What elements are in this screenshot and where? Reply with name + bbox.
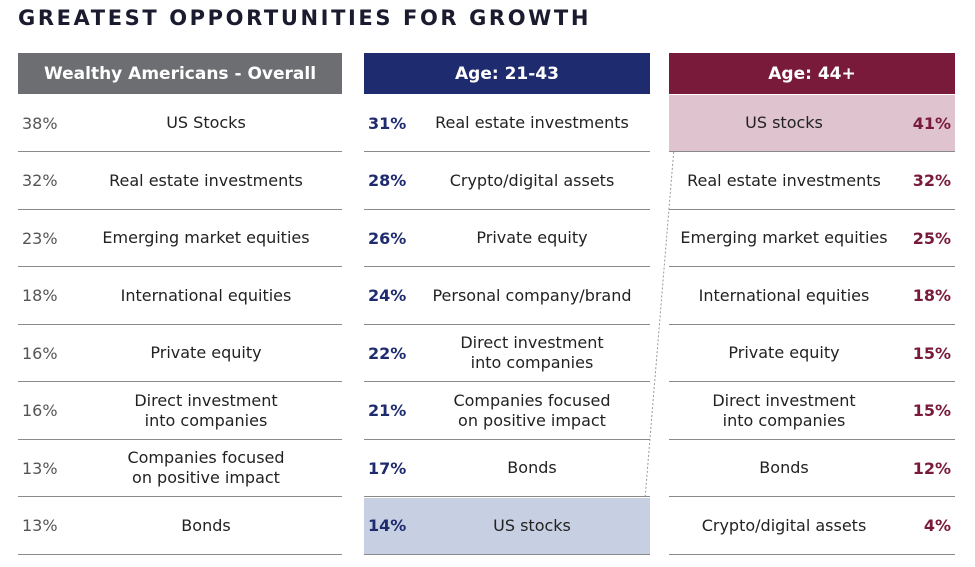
percentage: 15% <box>912 401 951 420</box>
percentage: 23% <box>22 228 58 248</box>
investment-label: Bonds <box>181 515 231 535</box>
percentage: 22% <box>368 343 407 363</box>
table-row: 4% Crypto/digital assets <box>669 498 955 555</box>
table-row: 18% International equities <box>669 268 955 325</box>
investment-label: Private equity <box>728 343 840 362</box>
table-row: 14% US stocks <box>364 497 650 555</box>
investment-label: Emerging market equities <box>680 228 888 247</box>
table-row: 32% Real estate investments <box>669 153 955 210</box>
table-row: 25% Emerging market equities <box>669 210 955 267</box>
percentage: 38% <box>22 113 58 133</box>
title: GREATEST OPPORTUNITIES FOR GROWTH <box>18 6 592 30</box>
table-row: 21% Companies focused on positive impact <box>364 383 650 440</box>
percentage: 4% <box>923 516 951 535</box>
percentage: 16% <box>22 343 58 363</box>
percentage: 24% <box>368 286 407 305</box>
table-row: 31% Real estate investments <box>364 95 650 152</box>
investment-label: Real estate investments <box>435 113 629 132</box>
investment-label: Real estate investments <box>687 170 881 190</box>
percentage: 28% <box>368 171 407 190</box>
table-row: 24% Personal company/brand <box>364 268 650 325</box>
panel-header: Wealthy Americans - Overall <box>18 53 342 94</box>
investment-label: Crypto/digital assets <box>449 170 615 190</box>
table-row: 16% Direct investment into companies <box>18 383 342 440</box>
panel-header: Age: 21-43 <box>364 53 650 94</box>
investment-label: Bonds <box>507 458 557 477</box>
investment-label: International equities <box>698 285 870 305</box>
table-row: 16% Private equity <box>18 325 342 382</box>
percentage: 12% <box>912 458 951 478</box>
table-row: 17% Bonds <box>364 440 650 497</box>
investment-label: Companies focused on positive impact <box>127 448 285 487</box>
investment-label: Real estate investments <box>109 170 303 190</box>
percentage: 31% <box>368 113 407 133</box>
table-row: 41% US stocks <box>669 95 955 152</box>
investment-label: Direct investment into companies <box>134 390 278 430</box>
percentage: 13% <box>22 516 58 535</box>
investment-label: Personal company/brand <box>432 285 632 305</box>
percentage: 15% <box>912 343 951 363</box>
investment-label: Private equity <box>150 343 262 362</box>
table-row: 22% Direct investment into companies <box>364 325 650 382</box>
investment-label: Private equity <box>476 228 588 247</box>
connector <box>642 123 677 524</box>
investment-label: US stocks <box>745 113 823 132</box>
investment-label: Bonds <box>759 458 809 477</box>
percentage: 14% <box>368 516 407 535</box>
table-row: 13% Companies focused on positive impact <box>18 440 342 497</box>
percentage: 16% <box>22 401 58 420</box>
table-row: 32% Real estate investments <box>18 153 342 210</box>
table-row: 28% Crypto/digital assets <box>364 153 650 210</box>
percentage: 41% <box>912 113 951 133</box>
table-row: 13% Bonds <box>18 498 342 555</box>
investment-label: Direct investment into companies <box>712 390 856 430</box>
panel-header: Age: 44+ <box>669 53 955 94</box>
table-row: 26% Private equity <box>364 210 650 267</box>
percentage: 13% <box>22 458 58 478</box>
table-row: 23% Emerging market equities <box>18 210 342 267</box>
table-row: 38% US Stocks <box>18 95 342 152</box>
investment-label: Direct investment into companies <box>460 333 604 372</box>
table-row: 12% Bonds <box>669 440 955 497</box>
percentage: 32% <box>22 171 58 190</box>
percentage: 21% <box>368 401 407 420</box>
percentage: 25% <box>912 228 951 248</box>
investment-label: US Stocks <box>166 113 246 132</box>
table-row: 18% International equities <box>18 268 342 325</box>
percentage: 26% <box>368 228 407 248</box>
percentage: 18% <box>912 286 951 305</box>
table-row: 15% Direct investment into companies <box>669 383 955 440</box>
investment-label: International equities <box>120 285 292 305</box>
investment-label: Companies focused on positive impact <box>453 390 611 430</box>
percentage: 18% <box>22 286 58 305</box>
table-row: 15% Private equity <box>669 325 955 382</box>
investment-label: US stocks <box>493 515 571 535</box>
percentage: 32% <box>912 171 951 190</box>
percentage: 17% <box>368 458 407 478</box>
investment-label: Crypto/digital assets <box>701 515 867 535</box>
investment-label: Emerging market equities <box>102 228 310 247</box>
